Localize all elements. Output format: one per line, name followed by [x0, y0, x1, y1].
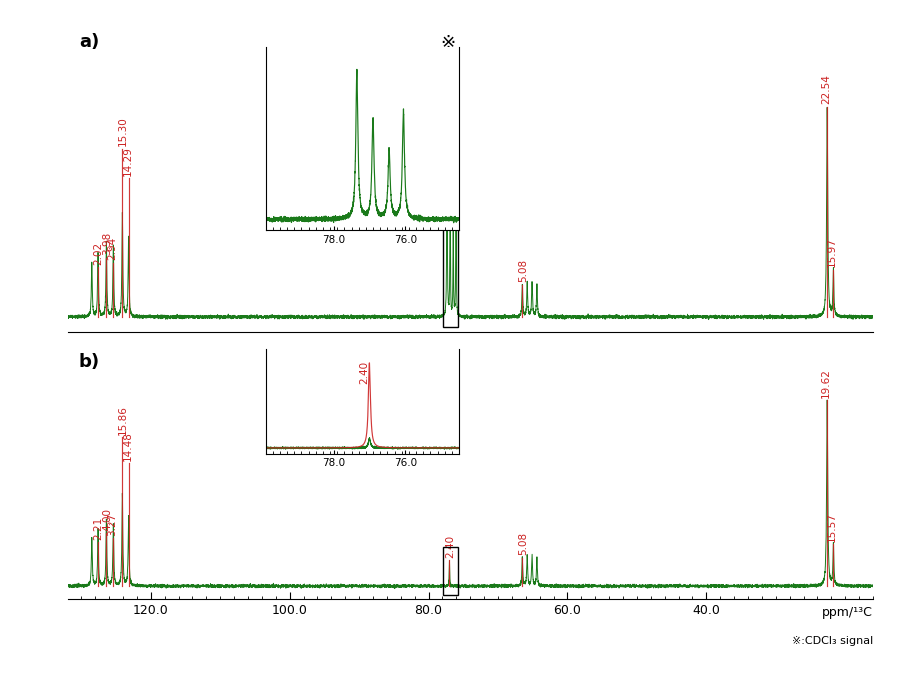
Text: b): b) — [79, 353, 100, 371]
Text: 2.40: 2.40 — [446, 534, 455, 558]
Text: 14.29: 14.29 — [122, 146, 132, 176]
Text: 2.21: 2.21 — [94, 517, 104, 540]
Text: 19.62: 19.62 — [822, 368, 832, 398]
Text: 4.00: 4.00 — [102, 508, 112, 531]
Text: 15.30: 15.30 — [118, 116, 128, 146]
Text: 15.97: 15.97 — [827, 238, 837, 267]
Text: 2.40: 2.40 — [359, 361, 369, 384]
Text: ppm/¹³C: ppm/¹³C — [822, 606, 873, 619]
Text: a): a) — [79, 32, 99, 51]
Text: 15.57: 15.57 — [827, 512, 837, 542]
Bar — [443, 191, 458, 327]
Text: ※: ※ — [440, 35, 455, 52]
Text: 22.54: 22.54 — [822, 74, 832, 104]
Text: 3.27: 3.27 — [107, 512, 118, 536]
Text: 3.98: 3.98 — [102, 232, 112, 255]
Text: 2.02: 2.02 — [94, 242, 104, 265]
Text: 2.94: 2.94 — [107, 237, 118, 260]
Text: 5.08: 5.08 — [518, 532, 528, 555]
Bar — [443, 546, 458, 595]
Text: ※:CDCl₃ signal: ※:CDCl₃ signal — [792, 636, 873, 647]
Text: 5.08: 5.08 — [518, 259, 528, 282]
Text: 15.86: 15.86 — [118, 405, 128, 435]
Text: 14.48: 14.48 — [122, 431, 132, 461]
